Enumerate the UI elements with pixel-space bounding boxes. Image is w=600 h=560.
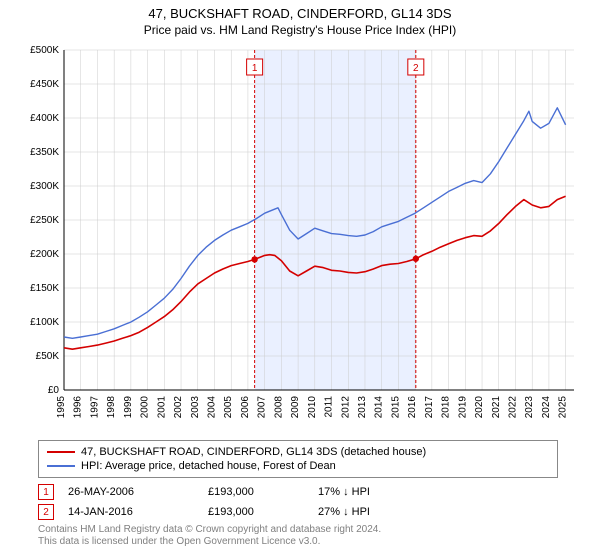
svg-text:2000: 2000 — [140, 396, 151, 419]
svg-text:£250K: £250K — [30, 215, 59, 226]
svg-text:2013: 2013 — [357, 396, 368, 419]
sale-row-1: 1 26-MAY-2006 £193,000 17% ↓ HPI — [38, 482, 558, 502]
svg-text:2006: 2006 — [240, 396, 251, 419]
svg-text:2019: 2019 — [457, 396, 468, 419]
svg-text:£0: £0 — [48, 385, 60, 396]
svg-text:2007: 2007 — [257, 396, 268, 419]
chart-title-line1: 47, BUCKSHAFT ROAD, CINDERFORD, GL14 3DS — [0, 6, 600, 23]
svg-text:2: 2 — [413, 63, 419, 74]
legend-label-hpi: HPI: Average price, detached house, Fore… — [81, 460, 336, 472]
svg-text:2021: 2021 — [491, 396, 502, 419]
sale-badge-2: 2 — [38, 504, 54, 520]
svg-text:2011: 2011 — [324, 396, 335, 418]
footer-line1: Contains HM Land Registry data © Crown c… — [38, 524, 558, 536]
svg-text:2014: 2014 — [374, 396, 385, 419]
svg-text:2002: 2002 — [173, 396, 184, 419]
chart-title-line2: Price paid vs. HM Land Registry's House … — [0, 23, 600, 39]
svg-text:2010: 2010 — [307, 396, 318, 419]
svg-text:2015: 2015 — [390, 396, 401, 419]
legend-swatch-property — [47, 451, 75, 453]
svg-text:£200K: £200K — [30, 249, 59, 260]
svg-text:£350K: £350K — [30, 147, 59, 158]
svg-text:2017: 2017 — [424, 396, 435, 419]
svg-text:2020: 2020 — [474, 396, 485, 419]
svg-text:2018: 2018 — [441, 396, 452, 419]
footer-attribution: Contains HM Land Registry data © Crown c… — [38, 524, 558, 548]
sale-price-1: £193,000 — [208, 486, 318, 498]
sale-diff-1: 17% ↓ HPI — [318, 486, 428, 498]
svg-text:£450K: £450K — [30, 79, 59, 90]
svg-text:2025: 2025 — [558, 396, 569, 419]
legend-swatch-hpi — [47, 465, 75, 467]
svg-text:1997: 1997 — [89, 396, 100, 419]
price-chart: £0 £50K £100K £150K £200K £250K £300K £350K £400… — [20, 40, 580, 426]
svg-text:£50K: £50K — [36, 351, 60, 362]
svg-text:1998: 1998 — [106, 396, 117, 419]
legend-item-hpi: HPI: Average price, detached house, Fore… — [47, 459, 549, 473]
svg-text:2004: 2004 — [206, 396, 217, 419]
svg-text:£400K: £400K — [30, 113, 59, 124]
svg-text:2001: 2001 — [156, 396, 167, 419]
sale-price-2: £193,000 — [208, 506, 318, 518]
sale-date-1: 26-MAY-2006 — [68, 486, 208, 498]
svg-text:2008: 2008 — [273, 396, 284, 419]
svg-text:£100K: £100K — [30, 317, 59, 328]
sale-badge-1: 1 — [38, 484, 54, 500]
legend-box: 47, BUCKSHAFT ROAD, CINDERFORD, GL14 3DS… — [38, 440, 558, 478]
legend-item-property: 47, BUCKSHAFT ROAD, CINDERFORD, GL14 3DS… — [47, 445, 549, 459]
svg-text:2012: 2012 — [340, 396, 351, 419]
footer-line2: This data is licensed under the Open Gov… — [38, 536, 558, 548]
svg-text:2022: 2022 — [507, 396, 518, 419]
svg-text:£500K: £500K — [30, 45, 59, 56]
svg-text:£150K: £150K — [30, 283, 59, 294]
sale-diff-2: 27% ↓ HPI — [318, 506, 428, 518]
svg-text:1996: 1996 — [73, 396, 84, 419]
sales-block: 1 26-MAY-2006 £193,000 17% ↓ HPI 2 14-JA… — [38, 482, 558, 548]
sale-row-2: 2 14-JAN-2016 £193,000 27% ↓ HPI — [38, 502, 558, 522]
svg-text:2003: 2003 — [190, 396, 201, 419]
legend-label-property: 47, BUCKSHAFT ROAD, CINDERFORD, GL14 3DS… — [81, 446, 426, 458]
svg-text:1: 1 — [252, 63, 258, 74]
svg-text:2023: 2023 — [524, 396, 535, 419]
svg-text:2016: 2016 — [407, 396, 418, 419]
svg-text:1995: 1995 — [56, 396, 67, 419]
svg-text:2009: 2009 — [290, 396, 301, 419]
svg-text:1999: 1999 — [123, 396, 134, 419]
chart-title-block: 47, BUCKSHAFT ROAD, CINDERFORD, GL14 3DS… — [0, 0, 600, 38]
svg-text:£300K: £300K — [30, 181, 59, 192]
svg-text:2024: 2024 — [541, 396, 552, 419]
svg-text:2005: 2005 — [223, 396, 234, 419]
sale-date-2: 14-JAN-2016 — [68, 506, 208, 518]
